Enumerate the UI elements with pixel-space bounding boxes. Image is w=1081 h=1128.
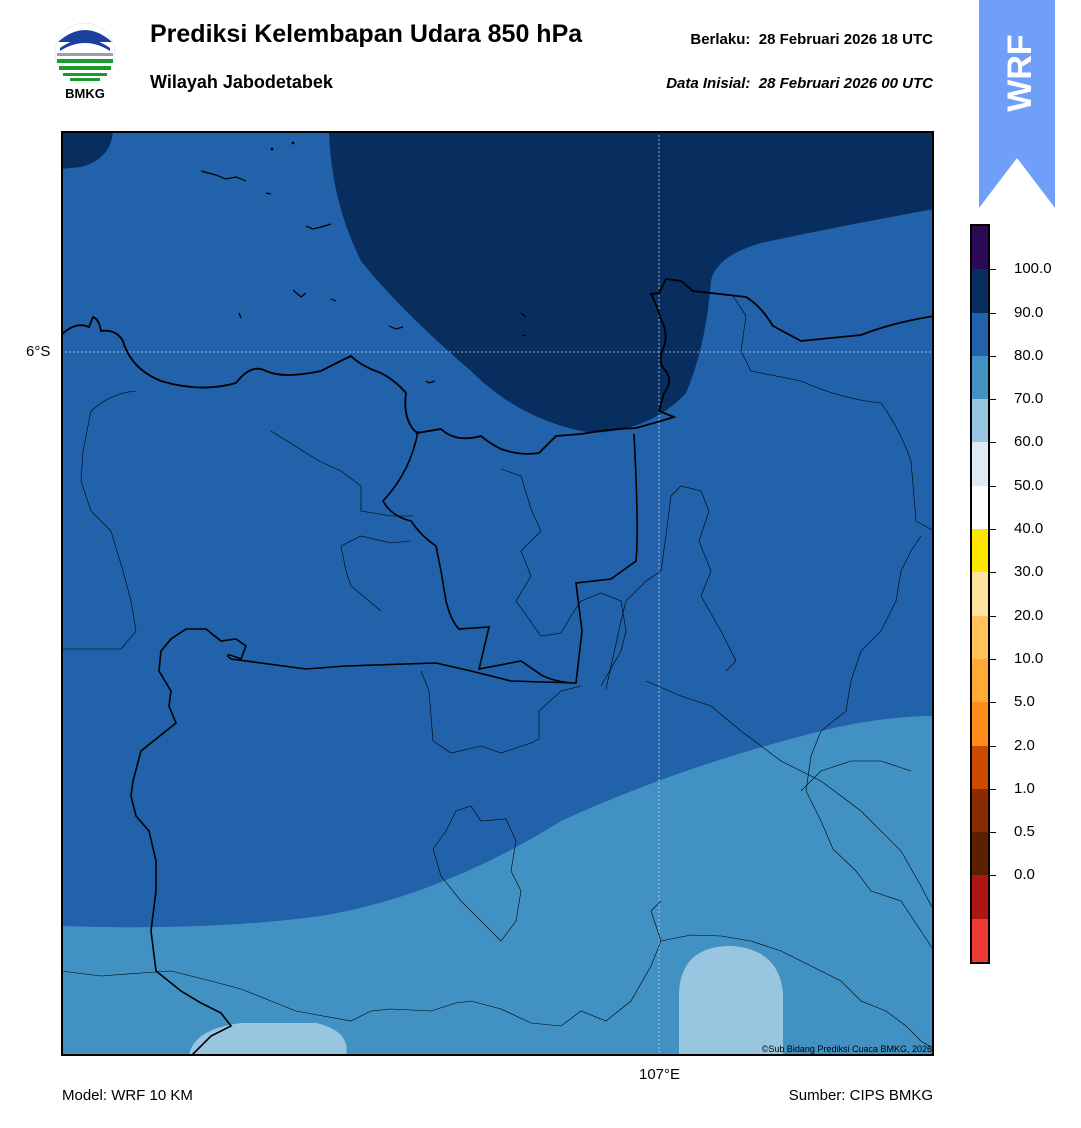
- valid-time: Berlaku: 28 Februari 2026 18 UTC: [690, 31, 933, 48]
- colorbar-tick-label: 1.0: [1014, 779, 1035, 797]
- colorbar-tick: [990, 658, 996, 660]
- coastline: [61, 278, 934, 455]
- colorbar-tick: [990, 442, 996, 444]
- colorbar-tick: [990, 312, 996, 314]
- colorbar-segment: [972, 485, 988, 530]
- colorbar-segment: [972, 355, 988, 400]
- colorbar-tick-label: 80.0: [1014, 346, 1044, 364]
- colorbar-segment: [972, 572, 988, 617]
- init-label: Data Inisial:: [666, 75, 751, 92]
- colorbar-tick: [990, 788, 996, 790]
- colorbar-tick-label: 50.0: [1014, 476, 1044, 494]
- colorbar-tick-label: 60.0: [1014, 433, 1044, 451]
- colorbar-tick-label: 40.0: [1014, 520, 1044, 538]
- humidity-zone-60-70-southwest: [189, 1023, 347, 1056]
- colorbar-tick-label: 90.0: [1014, 303, 1044, 321]
- colorbar-segment: [972, 615, 988, 660]
- colorbar-segment: [972, 918, 988, 963]
- colorbar-tick-label: 70.0: [1014, 390, 1044, 408]
- init-time: Data Inisial: 28 Februari 2026 00 UTC: [666, 75, 933, 92]
- humidity-zone-90-100-corner: [61, 131, 113, 169]
- colorbar-tick: [990, 485, 996, 487]
- bmkg-logo-icon: [54, 22, 116, 84]
- colorbar-tick-label: 5.0: [1014, 693, 1035, 711]
- longitude-label: 107°E: [639, 1066, 681, 1083]
- colorbar-tick: [990, 572, 996, 574]
- colorbar-tick-label: 20.0: [1014, 606, 1044, 624]
- copyright-text: ©Sub Bidang Prediksi Cuaca BMKG, 2026: [761, 1044, 932, 1054]
- svg-text:WRF: WRF: [1001, 34, 1039, 111]
- colorbar-tick-label: 30.0: [1014, 563, 1044, 581]
- colorbar-tick-label: 2.0: [1014, 736, 1035, 754]
- colorbar-tick: [990, 832, 996, 834]
- logo-text: BMKG: [65, 86, 105, 101]
- colorbar-tick: [990, 269, 996, 271]
- humidity-zone-60-70-east: [679, 946, 783, 1056]
- colorbar-segment: [972, 788, 988, 833]
- colorbar-segment: [972, 658, 988, 703]
- colorbar-tick-label: 0.0: [1014, 866, 1035, 884]
- valid-label: Berlaku:: [690, 31, 751, 48]
- colorbar-tick: [990, 529, 996, 531]
- wrf-badge-icon: [979, 0, 1055, 208]
- wrf-badge-label: WRF: [1001, 34, 1039, 111]
- province-boundary: [130, 430, 638, 1056]
- source-info: Sumber: CIPS BMKG: [788, 1087, 933, 1104]
- district-boundaries: [61, 295, 934, 1050]
- map-frame: [61, 131, 934, 1056]
- colorbar-segment: [972, 312, 988, 357]
- colorbar-segment: [972, 529, 988, 573]
- colorbar-segment: [972, 399, 988, 443]
- colorbar-segment: [972, 442, 988, 487]
- colorbar-segment: [972, 226, 988, 270]
- page-subtitle: Wilayah Jabodetabek: [150, 72, 333, 92]
- colorbar-tick: [990, 875, 996, 877]
- colorbar-segment: [972, 875, 988, 920]
- colorbar-tick: [990, 615, 996, 617]
- colorbar-tick-label: 10.0: [1014, 649, 1044, 667]
- colorbar-segment: [972, 832, 988, 876]
- latitude-label: 6°S: [26, 343, 51, 360]
- colorbar-segment: [972, 702, 988, 747]
- colorbar-tick: [990, 355, 996, 357]
- init-value: 28 Februari 2026 00 UTC: [758, 75, 933, 92]
- humidity-zone-90-100: [329, 131, 934, 433]
- colorbar-segment: [972, 745, 988, 790]
- islands: [200, 141, 527, 384]
- colorbar-tick: [990, 399, 996, 401]
- colorbar-tick: [990, 702, 996, 704]
- colorbar-tick: [990, 745, 996, 747]
- model-info: Model: WRF 10 KM: [62, 1087, 193, 1104]
- colorbar-segment: [972, 269, 988, 314]
- colorbar-tick-label: 100.0: [1014, 260, 1052, 278]
- valid-value: 28 Februari 2026 18 UTC: [758, 31, 933, 48]
- colorbar: [970, 224, 990, 964]
- page-title: Prediksi Kelembapan Udara 850 hPa: [150, 20, 583, 48]
- humidity-map: [61, 131, 934, 1056]
- colorbar-tick-label: 0.5: [1014, 823, 1035, 841]
